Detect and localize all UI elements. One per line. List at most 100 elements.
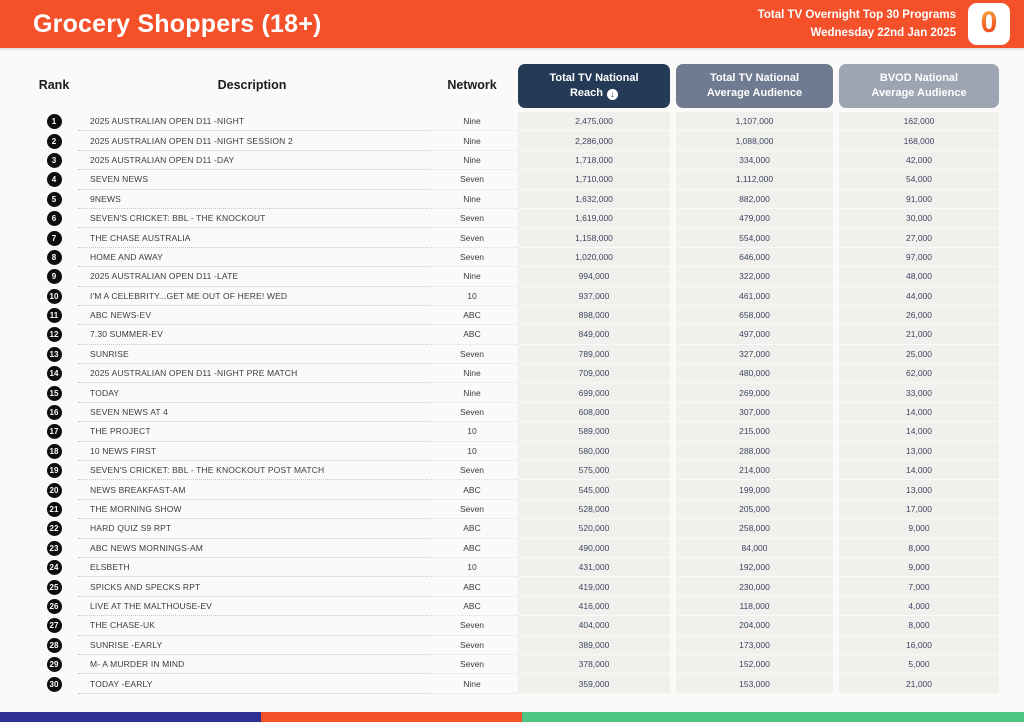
rank-badge: 7 xyxy=(46,230,62,246)
rank-badge: 8 xyxy=(46,249,62,265)
table-row: 11 ABC NEWS-EV ABC 898,000 658,000 26,00… xyxy=(30,305,999,326)
rank-badge: 24 xyxy=(46,560,62,576)
table-row: 1 2025 AUSTRALIAN OPEN D11 -NIGHT Nine 2… xyxy=(30,112,999,132)
reach-value: 575,000 xyxy=(518,461,670,481)
avg-audience-value: 480,000 xyxy=(676,364,833,384)
rank-cell: 11 xyxy=(30,306,78,325)
reach-value: 1,158,000 xyxy=(518,228,670,248)
network-label: Seven xyxy=(426,228,518,248)
network-label: Seven xyxy=(426,345,518,365)
network-label: Seven xyxy=(426,170,518,190)
rank-badge: 15 xyxy=(46,385,62,401)
program-description: THE MORNING SHOW xyxy=(78,500,426,520)
sort-descending-icon: ↓ xyxy=(607,89,619,100)
reach-value: 1,619,000 xyxy=(518,208,670,229)
avg-audience-value: 214,000 xyxy=(676,461,833,481)
program-description: ELSBETH xyxy=(78,558,426,578)
bvod-audience-value: 21,000 xyxy=(839,674,999,694)
program-description: 7.30 SUMMER-EV xyxy=(78,325,426,345)
program-description: SEVEN NEWS AT 4 xyxy=(78,403,426,423)
table-row: 5 9NEWS Nine 1,632,000 882,000 91,000 xyxy=(30,189,999,209)
program-description: NEWS BREAKFAST-AM xyxy=(78,480,426,500)
avg-audience-value: 153,000 xyxy=(676,674,833,694)
table-row: 23 ABC NEWS MORNINGS-AM ABC 490,000 84,0… xyxy=(30,538,999,558)
footer-bar xyxy=(0,712,1024,722)
rank-badge: 29 xyxy=(46,657,62,673)
bvod-audience-value: 162,000 xyxy=(839,112,999,132)
report-subtitles: Total TV Overnight Top 30 Programs Wedne… xyxy=(758,6,956,43)
rank-cell: 7 xyxy=(30,228,78,247)
bvod-audience-value: 8,000 xyxy=(839,616,999,636)
avg-audience-value: 258,000 xyxy=(676,519,833,539)
rank-cell: 19 xyxy=(30,461,78,480)
program-description: 2025 AUSTRALIAN OPEN D11 -DAY xyxy=(78,151,426,171)
reach-value: 389,000 xyxy=(518,635,670,655)
reach-value: 520,000 xyxy=(518,519,670,539)
bvod-audience-value: 9,000 xyxy=(839,557,999,578)
table-row: 15 TODAY Nine 699,000 269,000 33,000 xyxy=(30,383,999,403)
rank-badge: 11 xyxy=(46,308,62,324)
rank-cell: 28 xyxy=(30,636,78,655)
rank-cell: 14 xyxy=(30,364,78,383)
network-label: Seven xyxy=(426,500,518,520)
rank-cell: 20 xyxy=(30,480,78,499)
reach-value: 937,000 xyxy=(518,286,670,306)
network-label: ABC xyxy=(426,597,518,617)
reach-value: 419,000 xyxy=(518,577,670,597)
network-label: ABC xyxy=(426,577,518,597)
table-row: 17 THE PROJECT 10 589,000 215,000 14,000 xyxy=(30,422,999,442)
rank-cell: 15 xyxy=(30,383,78,402)
rank-cell: 16 xyxy=(30,403,78,422)
rank-cell: 8 xyxy=(30,248,78,267)
bvod-audience-value: 26,000 xyxy=(839,305,999,326)
col-header-bvod-audience: BVOD National Average Audience xyxy=(839,64,999,108)
bvod-audience-value: 14,000 xyxy=(839,461,999,481)
reach-value: 378,000 xyxy=(518,654,670,675)
bvod-audience-value: 9,000 xyxy=(839,519,999,539)
bvod-audience-value: 54,000 xyxy=(839,170,999,190)
table-row: 19 SEVEN'S CRICKET: BBL - THE KNOCKOUT P… xyxy=(30,461,999,481)
avg-audience-value: 173,000 xyxy=(676,635,833,655)
program-description: 10 NEWS FIRST xyxy=(78,442,426,462)
network-label: ABC xyxy=(426,539,518,558)
avg-audience-value: 658,000 xyxy=(676,305,833,326)
program-description: HARD QUIZ S9 RPT xyxy=(78,519,426,539)
avg-audience-value: 269,000 xyxy=(676,383,833,403)
program-description: THE CHASE-UK xyxy=(78,616,426,636)
col-header-reach-sort[interactable]: Total TV National Reach ↓ xyxy=(518,64,670,108)
reach-value: 608,000 xyxy=(518,402,670,423)
avg-audience-value: 479,000 xyxy=(676,208,833,229)
bvod-audience-value: 97,000 xyxy=(839,247,999,268)
table-row: 28 SUNRISE -EARLY Seven 389,000 173,000 … xyxy=(30,635,999,655)
network-label: Seven xyxy=(426,248,518,268)
program-description: 2025 AUSTRALIAN OPEN D11 -NIGHT PRE MATC… xyxy=(78,364,426,384)
table-row: 8 HOME AND AWAY Seven 1,020,000 646,000 … xyxy=(30,247,999,268)
network-label: Seven xyxy=(426,403,518,423)
rank-cell: 26 xyxy=(30,597,78,616)
rank-badge: 5 xyxy=(46,191,62,207)
avg-audience-value: 327,000 xyxy=(676,344,833,365)
table-row: 10 I'M A CELEBRITY...GET ME OUT OF HERE!… xyxy=(30,286,999,306)
table-row: 2 2025 AUSTRALIAN OPEN D11 -NIGHT SESSIO… xyxy=(30,131,999,151)
reach-value: 789,000 xyxy=(518,344,670,365)
network-label: Nine xyxy=(426,190,518,209)
table-row: 21 THE MORNING SHOW Seven 528,000 205,00… xyxy=(30,499,999,520)
bvod-audience-value: 7,000 xyxy=(839,577,999,597)
reach-header-line1: Total TV National xyxy=(549,71,639,84)
avg-audience-value: 882,000 xyxy=(676,189,833,209)
reach-value: 1,020,000 xyxy=(518,247,670,268)
network-label: Seven xyxy=(426,655,518,675)
rank-cell: 9 xyxy=(30,267,78,286)
rank-badge: 26 xyxy=(46,598,62,614)
avg-audience-value: 322,000 xyxy=(676,267,833,287)
rank-cell: 22 xyxy=(30,519,78,538)
rank-badge: 21 xyxy=(46,502,62,517)
rank-badge: 30 xyxy=(46,676,62,692)
table-row: 22 HARD QUIZ S9 RPT ABC 520,000 258,000 … xyxy=(30,519,999,539)
network-label: 10 xyxy=(426,558,518,578)
network-label: 10 xyxy=(426,442,518,462)
bvod-audience-value: 42,000 xyxy=(839,150,999,171)
rank-badge: 12 xyxy=(46,327,62,343)
rank-badge: 25 xyxy=(46,579,62,595)
